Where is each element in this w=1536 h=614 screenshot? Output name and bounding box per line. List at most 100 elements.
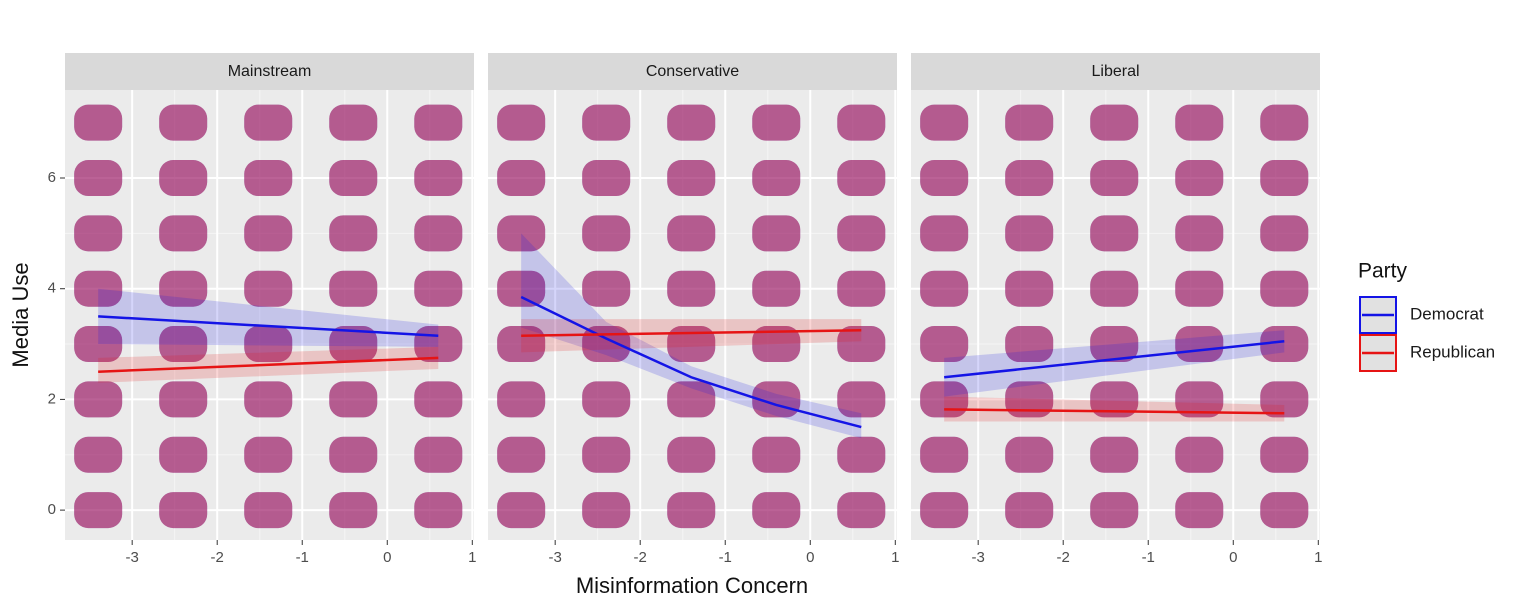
x-tick-label: -1	[719, 549, 732, 566]
point-cluster	[920, 436, 969, 473]
strip	[911, 53, 1320, 90]
point-cluster	[1175, 326, 1224, 363]
point-cluster	[920, 215, 969, 252]
point-cluster	[329, 436, 378, 473]
y-tick-label: 4	[48, 280, 56, 297]
x-tick-label: 1	[468, 549, 476, 566]
point-cluster	[74, 215, 123, 252]
point-cluster	[1260, 104, 1309, 141]
point-cluster	[582, 381, 631, 418]
point-cluster	[74, 270, 123, 307]
x-tick-label: -2	[1057, 549, 1070, 566]
point-cluster	[74, 160, 123, 197]
point-cluster	[667, 436, 716, 473]
point-cluster	[244, 270, 293, 307]
point-cluster	[244, 215, 293, 252]
point-cluster	[1005, 270, 1054, 307]
point-cluster	[414, 215, 463, 252]
point-cluster	[1175, 215, 1224, 252]
facet-title: Mainstream	[228, 63, 312, 80]
point-cluster	[159, 104, 208, 141]
fit-line	[944, 340, 1285, 379]
fit-line	[520, 295, 862, 429]
point-cluster	[1260, 270, 1309, 307]
point-cluster	[244, 104, 293, 141]
point-cluster	[74, 492, 123, 529]
point-cluster	[1005, 492, 1054, 529]
point-cluster	[1005, 326, 1054, 363]
point-cluster	[1005, 326, 1054, 363]
point-cluster	[414, 436, 463, 473]
point-cluster	[667, 104, 716, 141]
point-cluster	[1175, 160, 1224, 197]
point-cluster	[920, 326, 969, 363]
point-cluster	[1090, 436, 1139, 473]
point-cluster	[159, 381, 208, 418]
point-cluster	[1090, 160, 1139, 197]
y-tick-label: 0	[48, 501, 56, 518]
point-cluster	[837, 160, 886, 197]
point-cluster	[1005, 160, 1054, 197]
point-cluster	[920, 104, 969, 141]
point-cluster	[1260, 215, 1309, 252]
x-tick-label: -3	[126, 549, 139, 566]
point-cluster	[667, 160, 716, 197]
point-cluster	[920, 492, 969, 529]
point-cluster	[414, 492, 463, 529]
point-cluster	[244, 436, 293, 473]
point-cluster	[414, 270, 463, 307]
point-cluster	[667, 104, 716, 141]
x-tick-label: -3	[549, 549, 562, 566]
point-cluster	[920, 160, 969, 197]
point-cluster	[752, 326, 801, 363]
point-cluster	[1090, 326, 1139, 363]
point-cluster	[1260, 381, 1309, 418]
point-cluster	[159, 215, 208, 252]
point-cluster	[1260, 104, 1309, 141]
point-cluster	[329, 270, 378, 307]
point-cluster	[582, 381, 631, 418]
x-tick-label: -3	[972, 549, 985, 566]
point-cluster	[329, 492, 378, 529]
point-cluster	[329, 381, 378, 418]
point-cluster	[329, 104, 378, 141]
point-cluster	[667, 160, 716, 197]
point-cluster	[244, 436, 293, 473]
point-cluster	[1260, 492, 1309, 529]
point-cluster	[414, 436, 463, 473]
point-cluster	[667, 270, 716, 307]
point-cluster	[1005, 381, 1054, 418]
point-cluster	[582, 270, 631, 307]
point-cluster	[244, 215, 293, 252]
point-cluster	[74, 381, 123, 418]
point-cluster	[667, 215, 716, 252]
point-cluster	[920, 436, 969, 473]
point-cluster	[74, 160, 123, 197]
point-cluster	[667, 492, 716, 529]
point-cluster	[1175, 270, 1224, 307]
point-cluster	[1005, 436, 1054, 473]
point-cluster	[244, 492, 293, 529]
point-cluster	[1260, 492, 1309, 529]
point-cluster	[582, 492, 631, 529]
point-cluster	[74, 104, 123, 141]
point-cluster	[667, 381, 716, 418]
point-cluster	[582, 215, 631, 252]
point-cluster	[159, 326, 208, 363]
point-cluster	[1090, 104, 1139, 141]
point-cluster	[1260, 160, 1309, 197]
point-cluster	[329, 104, 378, 141]
point-cluster	[1005, 270, 1054, 307]
point-cluster	[582, 104, 631, 141]
legend-title: Party	[1358, 260, 1408, 283]
point-cluster	[244, 326, 293, 363]
point-cluster	[329, 492, 378, 529]
point-cluster	[667, 270, 716, 307]
point-cluster	[159, 492, 208, 529]
point-cluster	[1090, 381, 1139, 418]
point-cluster	[667, 436, 716, 473]
facet-title: Liberal	[1091, 63, 1139, 80]
point-cluster	[752, 104, 801, 141]
point-cluster	[1005, 215, 1054, 252]
point-cluster	[1260, 436, 1309, 473]
